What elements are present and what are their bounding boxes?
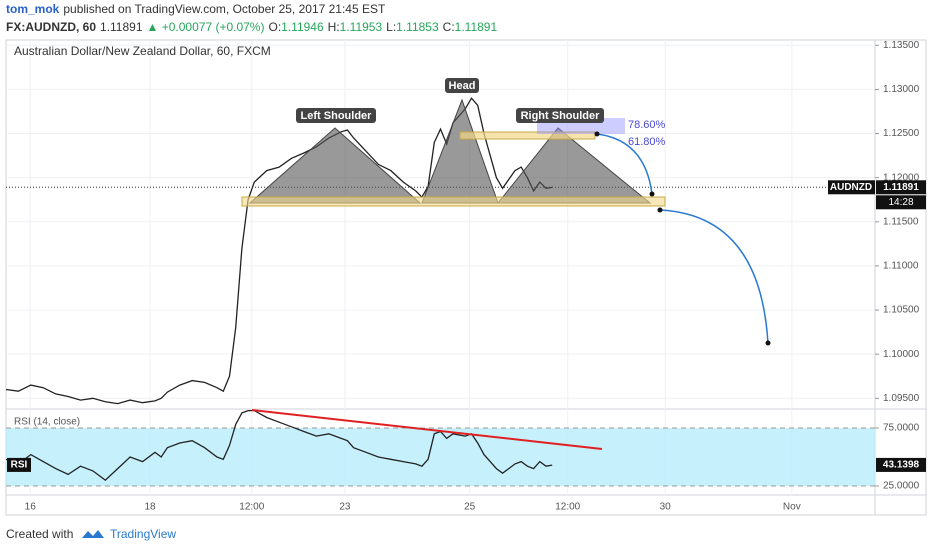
annotation: Right Shoulder [521,110,601,122]
published: published on TradingView.com, October 25… [63,2,386,16]
fib-level: 78.60% [628,119,666,131]
ohlc-key: H: [328,20,340,34]
author[interactable]: tom_mok [6,2,60,16]
fib-level: 61.80% [628,136,666,148]
rsi-trendline [251,409,603,450]
price-box [876,180,926,195]
label-box [516,108,604,123]
annotation: Left Shoulder [301,110,373,122]
x-tick-label: 12:00 [555,502,580,513]
series-line [5,409,553,482]
frame [5,39,927,516]
ohlc-key: C: [443,20,455,34]
ohlc-value: 1.11891 [455,20,498,34]
symbol-label: AUDNZD [830,182,872,193]
rsi-band [6,427,875,486]
rsi-name-box [7,457,31,472]
arrow [659,209,769,344]
change: ▲ +0.00077 (+0.07%) [147,20,265,34]
point [765,340,771,346]
plot-layer: 16 18 12:00 23 25 12:00 30 Nov 1.13500 1.13000 1.1… [5,40,926,513]
x-tick-label: 18 [144,502,156,513]
annotation: Head [449,80,476,92]
logo [82,530,104,538]
ohlc-key: L: [386,20,396,34]
point [594,131,600,137]
ohlc-key: O: [268,20,281,34]
y-tick-label: 1.11500 [883,216,919,227]
rsi-value-box [876,457,926,472]
header-line-2: FX:AUDNZD, 60 1.11891 ▲ +0.00077 (+0.07%) O… [6,20,497,34]
pattern-drawings: Left Shoulder Head Right Shoulder 78.60%… [241,78,771,450]
rsi-name: RSI [11,460,28,471]
neckline-band [241,196,666,207]
y-tick-label: 1.12000 [883,172,920,183]
x-tick-label: Nov [783,502,801,513]
x-tick-label: 25 [464,502,476,513]
arrow [596,133,653,195]
x-tick-label: 30 [660,502,672,513]
label-box [296,108,376,123]
price-label: 1.11891 [883,182,919,193]
x-tick-label: 23 [339,502,351,513]
point [657,207,663,213]
ohlc-value: 1.11953 [340,20,383,34]
symbol: FX:AUDNZD, 60 [6,20,96,34]
countdown: 14:28 [888,197,913,208]
y-tick-label: 1.10000 [883,349,920,360]
chart-title: Australian Dollar/New Zealand Dollar, 60… [14,44,271,58]
symbol-box [828,180,875,195]
y-tick-label: 75.0000 [883,423,920,434]
countdown-box [876,195,926,210]
price: 1.11891 [100,20,143,34]
y-tick-label: 1.10500 [883,305,920,316]
rsi-value: 43.1398 [883,460,920,471]
y-tick-label: 1.13500 [883,40,920,51]
y-tick-label: 1.09500 [883,393,920,404]
header-line-1: tom_mok published on TradingView.com, Oct… [6,2,386,16]
point [649,191,655,197]
y-tick-label: 1.12500 [883,128,920,139]
ohlc-value: 1.11946 [281,20,324,34]
footer-created: Created with [6,527,73,541]
y-tick-label: 1.13000 [883,84,920,95]
x-tick-label: 16 [25,502,37,513]
ohlc-value: 1.11853 [396,20,439,34]
footer-brand[interactable]: TradingView [110,527,176,541]
x-tick-label: 12:00 [239,502,264,513]
y-tick-label: 1.11000 [883,261,919,272]
rsi-title: RSI (14, close) [14,417,80,428]
y-tick-label: 25.0000 [883,481,920,492]
label-box [445,78,479,93]
